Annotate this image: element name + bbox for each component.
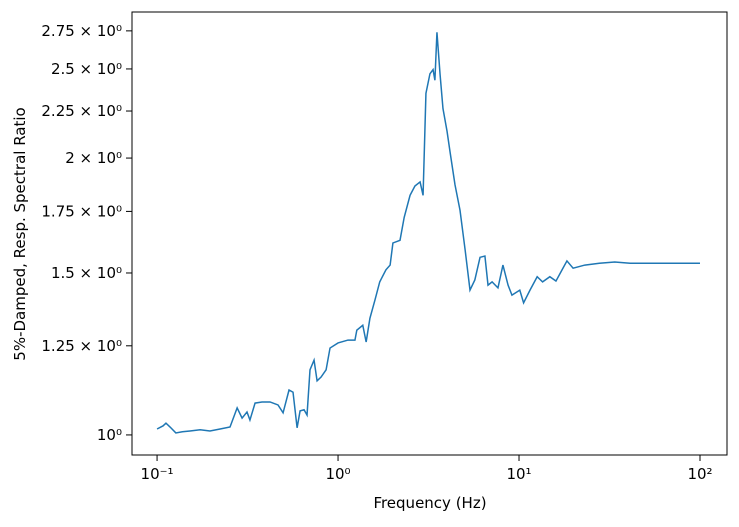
x-axis-label: Frequency (Hz) (373, 494, 486, 512)
line (156, 32, 700, 434)
y-tick-label: 2.75 × 10⁰ (41, 22, 122, 40)
y-tick-label: 2 × 10⁰ (65, 149, 122, 167)
x-tick-label: 10⁰ (325, 465, 350, 483)
x-tick-label: 10⁻¹ (141, 465, 174, 483)
y-tick-label: 1.75 × 10⁰ (41, 202, 122, 220)
x-tick-label: 10² (687, 465, 712, 483)
y-tick-label: 1.25 × 10⁰ (41, 337, 122, 355)
x-tick-label: 10¹ (506, 465, 531, 483)
y-axis-label: 5%-Damped, Resp. Spectral Ratio (11, 107, 29, 360)
y-tick-label: 10⁰ (97, 426, 122, 444)
y-tick-label: 1.5 × 10⁰ (51, 264, 122, 282)
plot-frame (131, 11, 728, 456)
y-tick-label: 2.25 × 10⁰ (41, 102, 122, 120)
y-tick-label: 2.5 × 10⁰ (51, 60, 122, 78)
